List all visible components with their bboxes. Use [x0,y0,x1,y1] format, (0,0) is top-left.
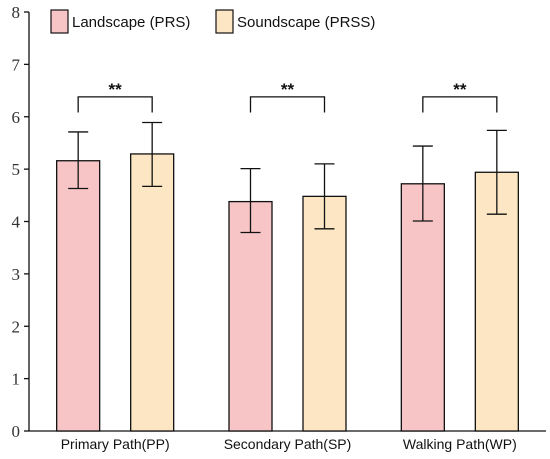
significance-label-2: ** [453,80,467,99]
bar-2-1 [474,171,519,432]
x-category-label-0: Primary Path(PP) [61,436,170,452]
significance-label-1: ** [281,80,295,99]
y-tick-label-3: 3 [12,265,21,284]
x-category-label-2: Walking Path(WP) [403,436,517,452]
y-tick-label-4: 4 [12,213,21,232]
bar-2-0 [400,183,445,432]
legend: Landscape (PRS) Soundscape (PRSS) [50,9,375,34]
y-tick-label-8: 8 [12,3,21,22]
y-tick-label-1: 1 [12,370,21,389]
bar-1-1 [302,195,347,432]
significance-bracket-0 [77,96,153,113]
significance-label-0: ** [109,80,123,99]
y-tick-label-0: 0 [12,422,21,441]
legend-swatch-landscape [50,9,69,34]
legend-label-landscape: Landscape (PRS) [72,14,190,31]
plot-area: 0 1 2 3 4 5 6 7 8 ** Primary Path(PP) ** Secondary P… [12,3,546,452]
bar-0-0 [56,160,101,432]
y-tick-label-7: 7 [12,55,21,74]
y-tick-label-2: 2 [12,317,21,336]
legend-label-soundscape: Soundscape (PRSS) [237,14,375,31]
significance-bracket-1 [249,96,326,113]
y-tick-label-6: 6 [12,108,21,127]
y-tick-label-5: 5 [12,160,21,179]
significance-bracket-2 [422,96,498,113]
legend-swatch-soundscape [215,9,234,34]
x-category-label-1: Secondary Path(SP) [224,436,352,452]
bar-1-0 [228,200,273,432]
bar-0-1 [130,153,175,432]
